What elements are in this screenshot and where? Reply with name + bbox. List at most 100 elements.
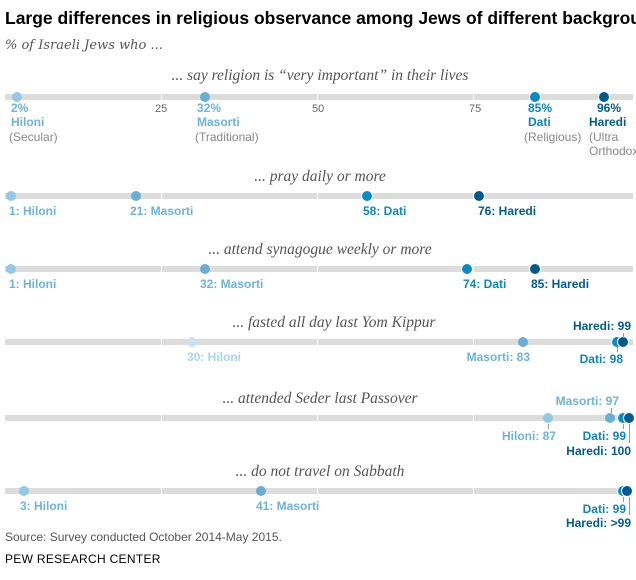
data-label: 1: Hiloni — [9, 204, 57, 218]
group-label: Masorti — [197, 115, 240, 129]
data-point-dati — [617, 413, 628, 423]
leader-line — [629, 424, 630, 443]
data-label: 1: Hiloni — [9, 277, 57, 291]
group-note: Orthodox) — [589, 144, 636, 158]
gridline — [161, 266, 162, 272]
data-point-haredi — [599, 92, 610, 102]
gridline — [317, 193, 318, 199]
leader-line — [623, 424, 624, 429]
data-label: 85% — [528, 101, 553, 115]
gridline — [161, 193, 162, 199]
axis-bar — [5, 266, 633, 272]
data-point-dati — [611, 337, 622, 347]
group-note: (Ultra — [589, 130, 619, 144]
gridline — [317, 94, 318, 100]
data-label: 21: Masorti — [130, 204, 194, 218]
group-label: Hiloni — [11, 115, 45, 129]
group-note: (Religious) — [524, 130, 582, 144]
data-point-haredi — [530, 264, 541, 274]
data-label: 32% — [197, 101, 222, 115]
group-note: (Secular) — [9, 130, 58, 144]
data-label: Haredi: 99 — [572, 319, 631, 333]
data-label: Dati: 99 — [582, 502, 626, 516]
gridline — [473, 266, 474, 272]
data-point-dati — [461, 264, 472, 274]
tick-label: 50 — [312, 103, 325, 115]
axis-bar — [5, 488, 633, 494]
data-point-hiloni — [18, 486, 29, 496]
group-note: (Traditional) — [195, 130, 259, 144]
tick-label: 75 — [469, 103, 482, 115]
leader-line — [623, 333, 624, 338]
source-note: Source: Survey conducted October 2014-Ma… — [5, 530, 282, 544]
row-title: ... pray daily or more — [254, 168, 386, 185]
data-point-dati — [361, 191, 372, 201]
row-title: ... say religion is “very important” in … — [171, 67, 469, 84]
data-label: Haredi: >99 — [565, 516, 631, 530]
data-label: Hiloni: 87 — [501, 429, 556, 443]
leader-line — [611, 408, 612, 413]
data-point-dati — [530, 92, 541, 102]
data-point-haredi — [474, 191, 485, 201]
leader-line — [548, 424, 549, 429]
data-label: 30: Hiloni — [187, 350, 242, 364]
data-point-hiloni — [6, 191, 17, 201]
data-point-masorti — [131, 191, 142, 201]
gridline — [161, 488, 162, 494]
data-label: 3: Hiloni — [20, 499, 68, 513]
data-label: 74: Dati — [463, 277, 507, 291]
gridline — [473, 415, 474, 421]
gridline — [473, 488, 474, 494]
gridline — [473, 94, 474, 100]
data-point-hiloni — [6, 264, 17, 274]
data-label: 2% — [11, 101, 29, 115]
leader-line — [629, 497, 630, 515]
axis-bar — [5, 94, 633, 100]
data-label: Dati: 98 — [579, 352, 623, 366]
data-point-hiloni — [542, 413, 553, 423]
data-label: 58: Dati — [363, 204, 407, 218]
gridline — [317, 488, 318, 494]
data-point-haredi — [617, 337, 628, 347]
data-label: 76: Haredi — [478, 204, 537, 218]
data-point-haredi — [624, 413, 634, 423]
gridline — [317, 415, 318, 421]
gridline — [161, 415, 162, 421]
data-label: Haredi: 100 — [566, 444, 631, 458]
axis-bar — [5, 415, 633, 421]
data-point-masorti — [255, 486, 266, 496]
data-label: 96% — [597, 101, 622, 115]
data-label: Masorti: 83 — [466, 350, 530, 364]
axis-bar — [5, 193, 633, 199]
organization-credit: PEW RESEARCH CENTER — [5, 552, 161, 566]
data-label: Masorti: 97 — [555, 394, 619, 408]
axis-bar — [5, 339, 633, 345]
data-label: 41: Masorti — [256, 499, 320, 513]
data-point-masorti — [199, 92, 210, 102]
data-point-masorti — [605, 413, 616, 423]
row-title: ... fasted all day last Yom Kippur — [232, 314, 436, 331]
data-point-haredi — [621, 486, 632, 496]
data-label: 32: Masorti — [200, 277, 264, 291]
gridline — [317, 266, 318, 272]
data-point-hiloni — [187, 337, 198, 347]
gridline — [161, 94, 162, 100]
gridline — [161, 339, 162, 345]
data-label: Dati: 99 — [582, 429, 626, 443]
tick-label: 25 — [155, 103, 168, 115]
group-label: Dati — [528, 115, 551, 129]
data-point-masorti — [199, 264, 210, 274]
row-title: ... attended Seder last Passover — [222, 390, 418, 407]
chart-title: Large differences in religious observanc… — [5, 8, 636, 28]
chart-subtitle: % of Israeli Jews who ... — [5, 38, 163, 53]
gridline — [317, 339, 318, 345]
row-title: ... attend synagogue weekly or more — [208, 241, 432, 258]
row-title: ... do not travel on Sabbath — [235, 463, 405, 480]
data-label: 85: Haredi — [531, 277, 590, 291]
data-point-masorti — [517, 337, 528, 347]
data-point-hiloni — [12, 92, 23, 102]
leader-line — [617, 347, 618, 352]
group-label: Haredi — [589, 115, 627, 129]
gridline — [473, 193, 474, 199]
